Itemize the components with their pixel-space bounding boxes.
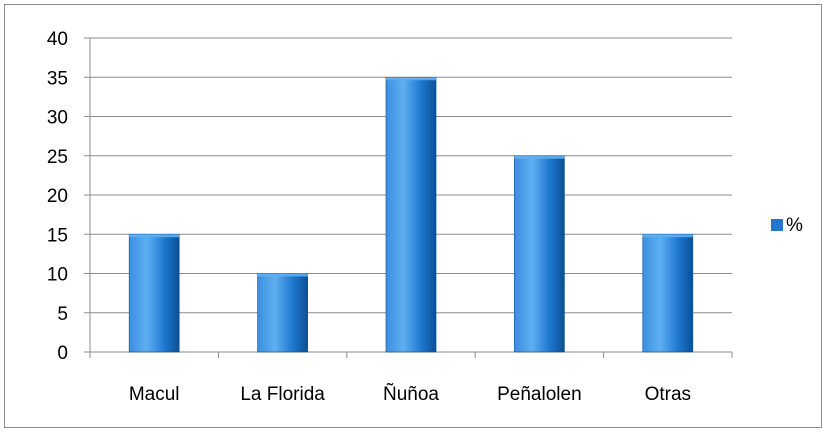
bar-body bbox=[128, 233, 180, 353]
bars bbox=[128, 76, 694, 353]
legend-label: % bbox=[786, 215, 803, 236]
y-tick-label: 35 bbox=[47, 68, 68, 89]
legend-swatch bbox=[771, 219, 783, 231]
bar-body bbox=[385, 76, 437, 353]
y-tick-label: 0 bbox=[57, 343, 68, 364]
bar-cap bbox=[514, 155, 565, 159]
bar-4 bbox=[642, 233, 694, 353]
y-tick-label: 15 bbox=[47, 225, 68, 246]
bar-3 bbox=[514, 155, 565, 353]
bar-cap bbox=[642, 234, 693, 238]
y-tick-label: 40 bbox=[47, 29, 68, 50]
bar-body bbox=[642, 233, 694, 353]
y-tick-label: 25 bbox=[47, 147, 68, 168]
x-category-label: Peñalolen bbox=[497, 384, 582, 405]
legend: % bbox=[771, 215, 803, 236]
bar-2 bbox=[385, 76, 437, 353]
bar-1 bbox=[257, 273, 308, 353]
bar-cap bbox=[257, 273, 308, 277]
y-tick-label: 10 bbox=[47, 265, 68, 286]
bar-cap bbox=[385, 77, 437, 81]
x-category-label: Ñuñoa bbox=[383, 383, 439, 405]
y-tick-label: 30 bbox=[47, 108, 68, 129]
y-tick-label: 20 bbox=[47, 186, 68, 207]
y-tick-label: 5 bbox=[57, 304, 68, 325]
bar-body bbox=[257, 273, 308, 353]
x-category-label: Macul bbox=[129, 384, 180, 405]
bar-body bbox=[514, 155, 565, 353]
x-category-label: La Florida bbox=[240, 384, 325, 405]
bar-cap bbox=[129, 234, 180, 238]
x-category-label: Otras bbox=[645, 384, 691, 405]
bar-0 bbox=[128, 233, 180, 353]
axis-labels: 0 5 10 15 20 25 30 35 40 Macul La Florida Ñuñoa Peña… bbox=[47, 29, 691, 405]
